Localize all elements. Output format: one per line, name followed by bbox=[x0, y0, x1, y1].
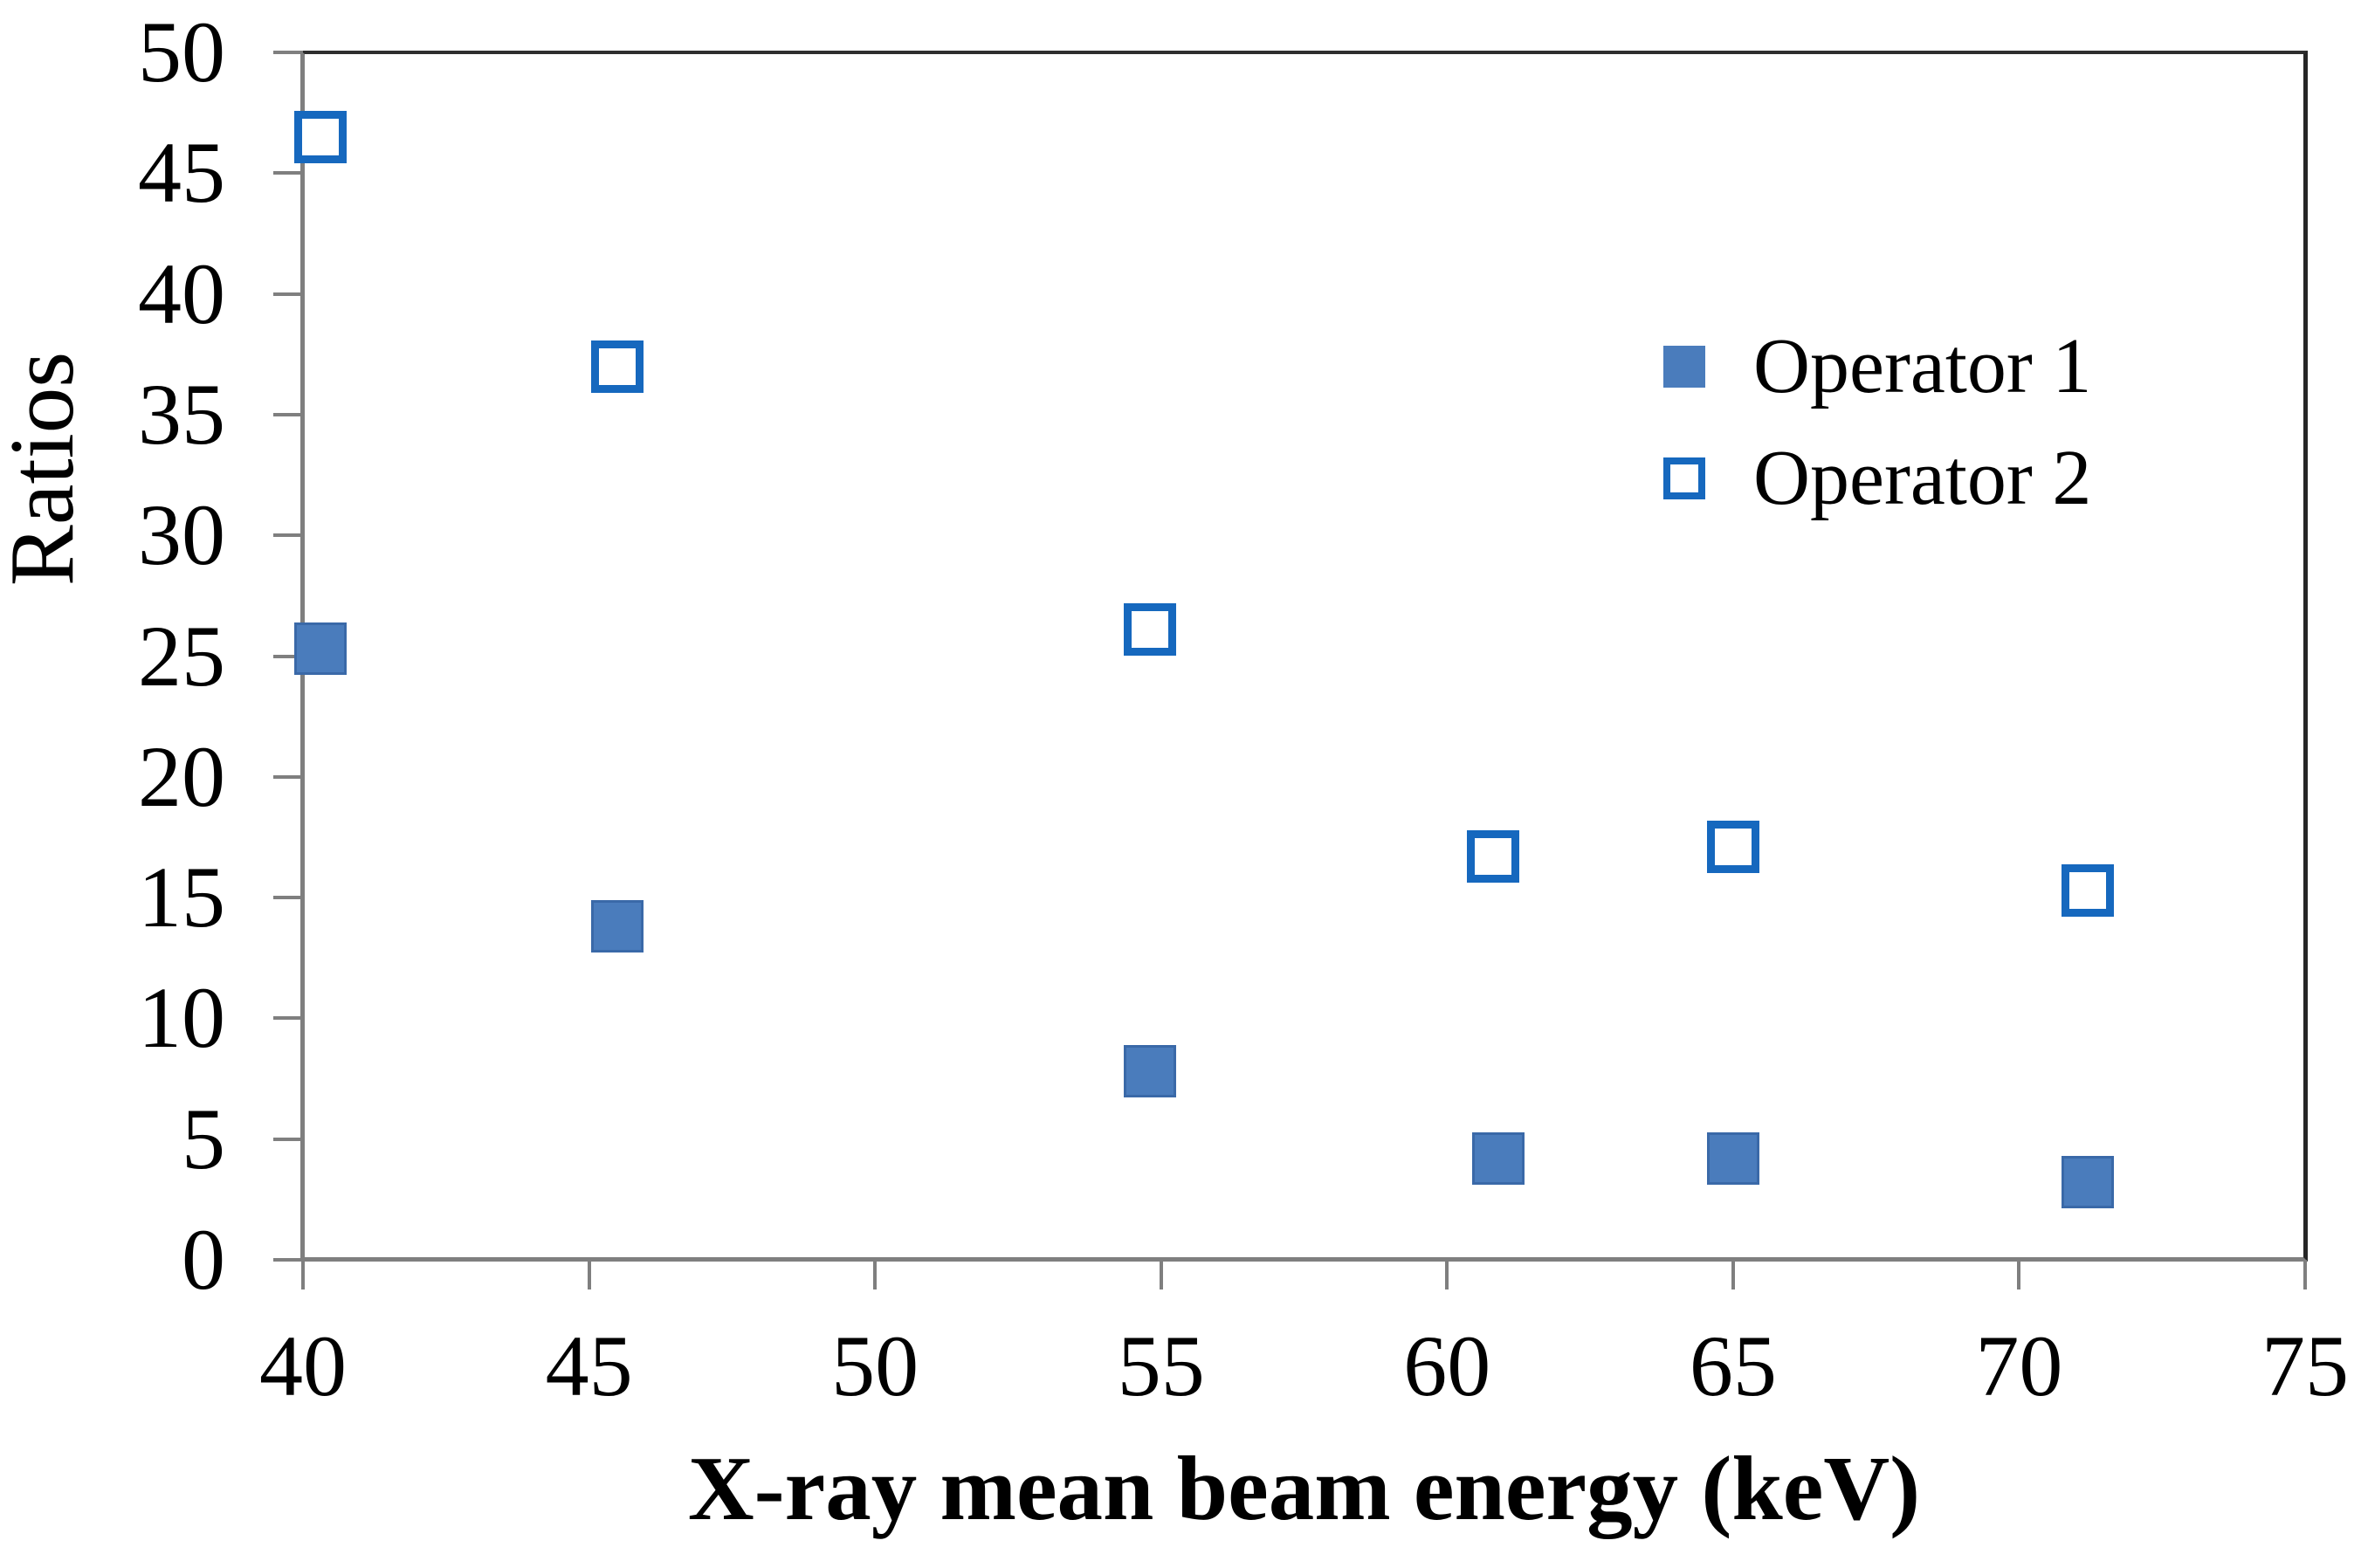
y-tick-mark bbox=[273, 533, 303, 538]
y-tick-mark bbox=[273, 292, 303, 296]
operator-1-legend-marker bbox=[1663, 346, 1705, 388]
y-tick-label: 45 bbox=[138, 124, 225, 222]
data-point-operator-1 bbox=[1472, 1131, 1525, 1185]
plot-area bbox=[300, 51, 2308, 1262]
data-point-operator-2 bbox=[1706, 821, 1759, 873]
y-tick-label: 40 bbox=[138, 244, 225, 342]
x-tick-mark bbox=[873, 1260, 878, 1289]
data-point-operator-1 bbox=[2062, 1156, 2115, 1209]
x-tick-mark bbox=[587, 1260, 591, 1289]
x-axis-title: X-ray mean beam energy (keV) bbox=[687, 1437, 1921, 1539]
x-tick-mark bbox=[1731, 1260, 1735, 1289]
y-tick-mark bbox=[273, 412, 303, 416]
x-tick-label: 40 bbox=[259, 1317, 347, 1414]
y-tick-mark bbox=[273, 774, 303, 779]
y-tick-mark bbox=[273, 1016, 303, 1021]
y-tick-label: 15 bbox=[138, 849, 225, 946]
x-tick-label: 65 bbox=[1689, 1317, 1777, 1414]
data-point-operator-1 bbox=[591, 900, 644, 953]
data-point-operator-1 bbox=[293, 622, 347, 676]
x-tick-mark bbox=[301, 1260, 305, 1289]
data-point-operator-2 bbox=[1466, 830, 1519, 884]
operator-1-legend-label: Operator 1 bbox=[1753, 323, 2092, 409]
data-point-operator-2 bbox=[2062, 863, 2115, 917]
y-axis-title: Ratios bbox=[0, 351, 93, 587]
y-tick-label: 30 bbox=[138, 486, 225, 584]
legend: Operator 1 Operator 2 bbox=[1663, 319, 2091, 526]
y-tick-mark bbox=[273, 51, 303, 54]
operator-2-legend-label: Operator 2 bbox=[1753, 435, 2092, 521]
data-point-operator-2 bbox=[1123, 603, 1176, 657]
data-point-operator-1 bbox=[1123, 1045, 1176, 1098]
data-point-operator-2 bbox=[591, 340, 644, 393]
legend-item-operator-2: Operator 2 bbox=[1663, 430, 2091, 526]
x-tick-mark bbox=[1159, 1260, 1163, 1289]
y-tick-label: 10 bbox=[138, 969, 225, 1067]
x-tick-label: 45 bbox=[545, 1317, 633, 1414]
y-tick-label: 50 bbox=[138, 3, 225, 100]
y-tick-label: 25 bbox=[138, 607, 225, 705]
data-point-operator-1 bbox=[1706, 1131, 1759, 1185]
y-tick-label: 5 bbox=[182, 1090, 225, 1187]
x-tick-label: 70 bbox=[1975, 1317, 2063, 1414]
x-tick-mark bbox=[2017, 1260, 2021, 1289]
operator-2-legend-marker bbox=[1663, 457, 1705, 499]
x-tick-mark bbox=[1445, 1260, 1449, 1289]
data-point-operator-2 bbox=[293, 110, 347, 163]
y-tick-label: 0 bbox=[182, 1211, 225, 1308]
x-tick-label: 50 bbox=[831, 1317, 919, 1414]
y-tick-mark bbox=[273, 654, 303, 658]
legend-item-operator-1: Operator 1 bbox=[1663, 319, 2091, 415]
y-tick-mark bbox=[273, 1137, 303, 1141]
y-tick-label: 35 bbox=[138, 365, 225, 463]
x-tick-label: 55 bbox=[1117, 1317, 1205, 1414]
x-tick-mark bbox=[2303, 1260, 2307, 1289]
y-tick-mark bbox=[273, 171, 303, 175]
y-tick-mark bbox=[273, 896, 303, 900]
x-tick-label: 60 bbox=[1403, 1317, 1491, 1414]
y-tick-label: 20 bbox=[138, 727, 225, 825]
y-tick-mark bbox=[273, 1258, 303, 1262]
x-tick-label: 75 bbox=[2261, 1317, 2349, 1414]
